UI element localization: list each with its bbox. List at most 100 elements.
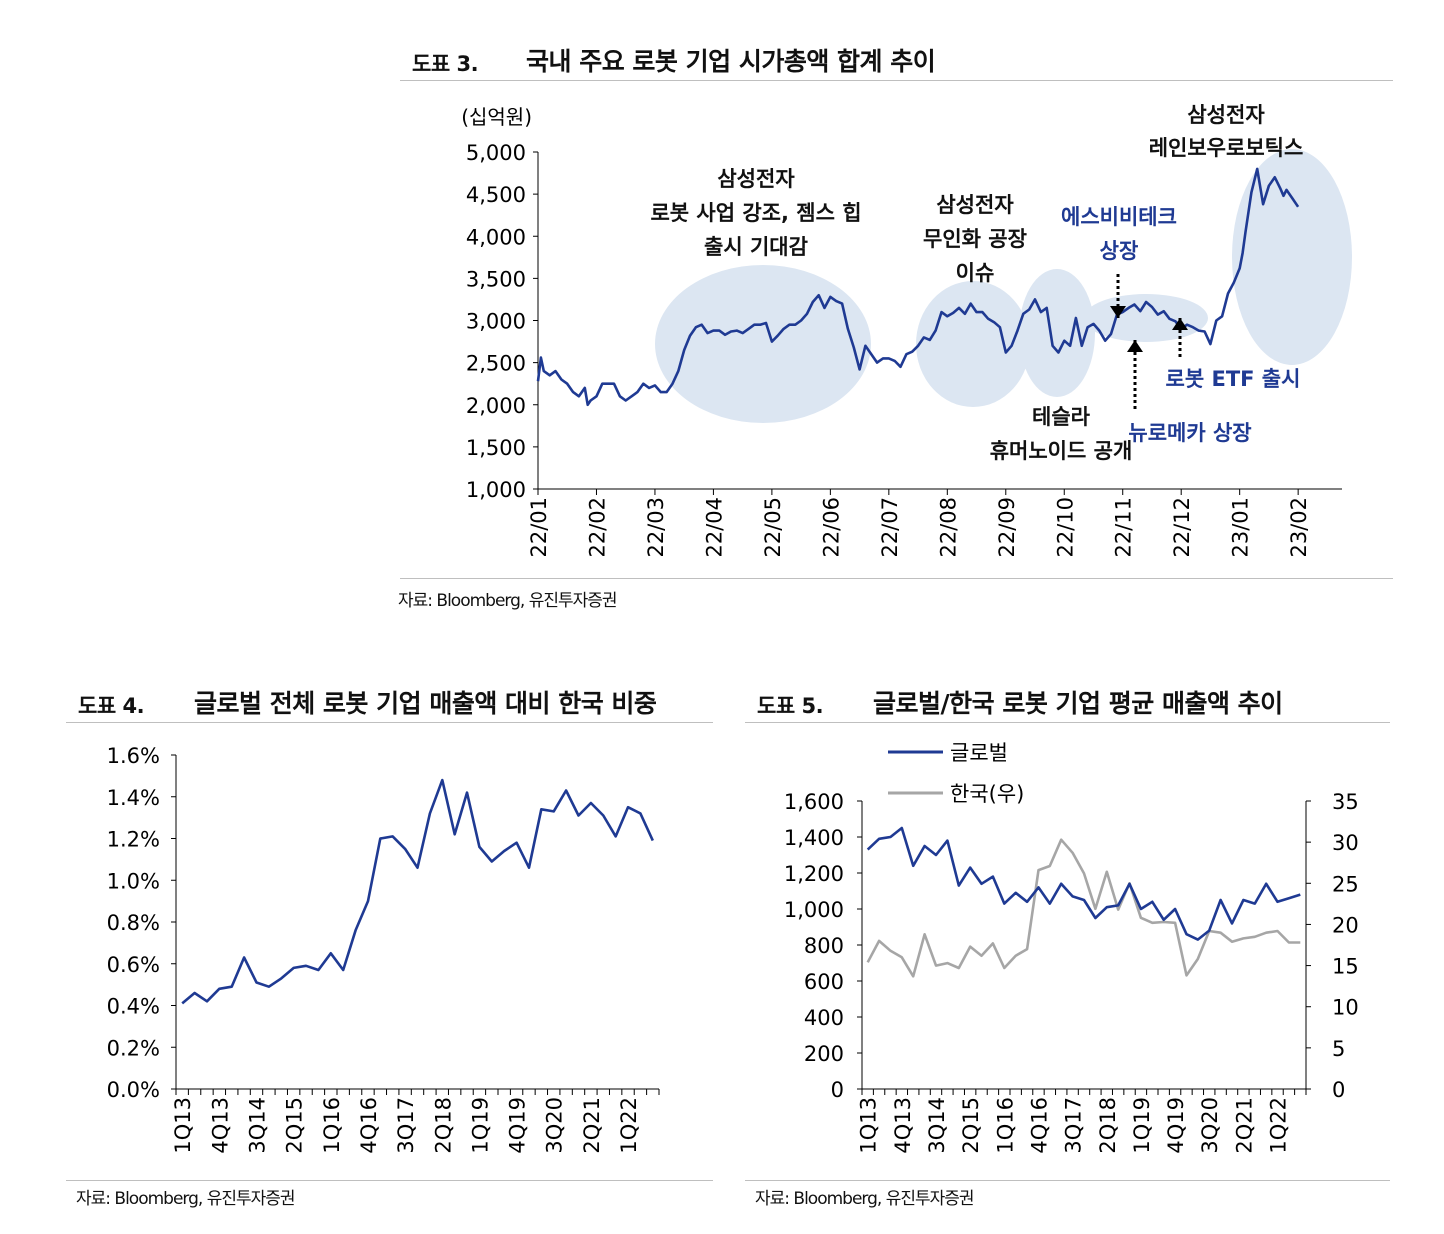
figure5-title: 글로벌/한국 로봇 기업 평균 매출액 추이 bbox=[873, 689, 1283, 718]
x-tick-label: 4Q13 bbox=[208, 1097, 232, 1154]
y-tick-label: 0.6% bbox=[107, 953, 160, 977]
annotation-etf: 로봇 ETF 출시 bbox=[1166, 367, 1301, 391]
arrow-neuro-head bbox=[1127, 340, 1143, 352]
x-tick-label: 1Q19 bbox=[1130, 1097, 1154, 1154]
figure5-bottom-rule bbox=[745, 1180, 1390, 1181]
x-tick-label: 1Q19 bbox=[468, 1097, 492, 1154]
x-tick-label: 2Q21 bbox=[1232, 1097, 1256, 1154]
figure3-header: 도표 3. 국내 주요 로봇 기업 시가총액 합계 추이 bbox=[400, 47, 1393, 81]
y-left-tick-label: 600 bbox=[804, 970, 844, 994]
x-tick-label: 22/01 bbox=[527, 497, 551, 558]
x-tick-label: 2Q18 bbox=[1096, 1097, 1120, 1154]
x-tick-label: 1Q22 bbox=[617, 1097, 641, 1154]
arrow-sbb-head bbox=[1110, 306, 1126, 318]
figure3-bottom-rule bbox=[400, 578, 1393, 579]
figure4-header: 도표 4. 글로벌 전체 로봇 기업 매출액 대비 한국 비중 bbox=[66, 689, 713, 723]
korea-share-series-line bbox=[181, 778, 654, 1005]
y-left-tick-label: 200 bbox=[804, 1042, 844, 1066]
y-right-tick-label: 20 bbox=[1332, 913, 1359, 937]
x-tick-label: 22/12 bbox=[1170, 497, 1194, 558]
x-tick-label: 3Q20 bbox=[543, 1097, 567, 1154]
figure5-chart: 0 200 400 600 800 1,000 1,200 1,400 1,600 0 5 10 15 2… bbox=[784, 741, 1359, 1154]
y-left-tick-label: 1,000 bbox=[784, 898, 844, 922]
x-tick-label: 1Q16 bbox=[993, 1097, 1017, 1154]
annotation-unmanned: 이슈 bbox=[956, 261, 995, 285]
x-tick-label: 1Q13 bbox=[857, 1097, 881, 1154]
x-tick-label: 2Q21 bbox=[580, 1097, 604, 1154]
y-right-tick-label: 0 bbox=[1332, 1078, 1345, 1102]
highlight-rainbow bbox=[1232, 149, 1352, 365]
x-tick-label: 4Q13 bbox=[891, 1097, 915, 1154]
y-right-tick-label: 5 bbox=[1332, 1037, 1345, 1061]
x-tick-label: 4Q16 bbox=[1027, 1097, 1051, 1154]
y-right-tick-label: 10 bbox=[1332, 996, 1359, 1020]
y-tick-label: 0.4% bbox=[107, 995, 160, 1019]
y-right-tick-label: 35 bbox=[1332, 790, 1359, 814]
x-tick-label: 22/04 bbox=[702, 497, 726, 558]
highlight-unmanned bbox=[916, 281, 1030, 407]
y-tick-label: 4,000 bbox=[466, 225, 526, 249]
annotation-sbb: 상장 bbox=[1100, 239, 1139, 263]
x-tick-label: 4Q19 bbox=[506, 1097, 530, 1154]
figure4-source: 자료: Bloomberg, 유진투자증권 bbox=[76, 1189, 296, 1209]
x-tick-label: 1Q16 bbox=[320, 1097, 344, 1154]
x-tick-label: 3Q20 bbox=[1198, 1097, 1222, 1154]
figure5-number: 도표 5. bbox=[757, 694, 824, 718]
x-tick-label: 22/07 bbox=[878, 497, 902, 558]
x-tick-label: 22/09 bbox=[995, 497, 1019, 558]
x-tick-label: 2Q15 bbox=[283, 1097, 307, 1154]
annotation-rainbow: 삼성전자 bbox=[1187, 103, 1265, 127]
annotation-tesla: 휴머노이드 공개 bbox=[990, 439, 1133, 463]
x-tick-label: 1Q22 bbox=[1267, 1097, 1291, 1154]
x-tick-label: 3Q17 bbox=[1062, 1097, 1086, 1154]
figure5-header: 도표 5. 글로벌/한국 로봇 기업 평균 매출액 추이 bbox=[745, 689, 1390, 723]
x-tick-label: 22/08 bbox=[936, 497, 960, 558]
x-tick-label: 3Q17 bbox=[394, 1097, 418, 1154]
y-tick-label: 0.8% bbox=[107, 911, 160, 935]
highlight-jems bbox=[655, 265, 871, 423]
y-tick-label: 1,000 bbox=[466, 478, 526, 502]
y-tick-label: 0.0% bbox=[107, 1078, 160, 1102]
annotation-rainbow: 레인보우로보틱스 bbox=[1149, 136, 1304, 160]
y-tick-label: 5,000 bbox=[466, 141, 526, 165]
annotation-sbb: 에스비비테크 bbox=[1061, 205, 1177, 229]
figure4-chart: 0.0% 0.2% 0.4% 0.6% 0.8% 1.0% 1.2% 1.4% 1.6% 1Q13… bbox=[107, 744, 660, 1154]
y-tick-label: 1.4% bbox=[107, 786, 160, 810]
series-line-korea bbox=[866, 838, 1301, 978]
series-line-global bbox=[866, 826, 1301, 941]
x-tick-label: 4Q19 bbox=[1164, 1097, 1188, 1154]
x-tick-label: 2Q18 bbox=[431, 1097, 455, 1154]
figure4-bottom-rule bbox=[66, 1180, 713, 1181]
figure5-source: 자료: Bloomberg, 유진투자증권 bbox=[755, 1189, 975, 1209]
y-tick-label: 1.2% bbox=[107, 828, 160, 852]
y-left-tick-label: 1,200 bbox=[784, 862, 844, 886]
legend-label-korea: 한국(우) bbox=[950, 782, 1024, 806]
y-tick-label: 2,500 bbox=[466, 352, 526, 376]
y-tick-label: 0.2% bbox=[107, 1036, 160, 1060]
figure3-title: 국내 주요 로봇 기업 시가총액 합계 추이 bbox=[526, 47, 936, 76]
x-tick-label: 3Q14 bbox=[246, 1097, 270, 1154]
unit-label: (십억원) bbox=[461, 105, 532, 129]
y-left-tick-label: 0 bbox=[831, 1078, 844, 1102]
y-left-tick-label: 400 bbox=[804, 1006, 844, 1030]
figure4-number: 도표 4. bbox=[78, 694, 145, 718]
x-tick-label: 22/03 bbox=[644, 497, 668, 558]
x-tick-label: 22/02 bbox=[585, 497, 609, 558]
arrow-etf-head bbox=[1172, 318, 1188, 330]
x-tick-label: 22/06 bbox=[819, 497, 843, 558]
annotation-jems: 로봇 사업 강조, 젬스 힙 bbox=[650, 201, 861, 225]
annotation-jems: 삼성전자 bbox=[717, 167, 795, 191]
x-tick-label: 1Q13 bbox=[171, 1097, 195, 1154]
x-tick-label: 2Q15 bbox=[959, 1097, 983, 1154]
y-left-tick-label: 1,400 bbox=[784, 826, 844, 850]
annotation-unmanned: 삼성전자 bbox=[936, 193, 1014, 217]
y-right-tick-label: 30 bbox=[1332, 831, 1359, 855]
x-tick-label: 3Q14 bbox=[925, 1097, 949, 1154]
x-tick-label: 23/02 bbox=[1287, 497, 1311, 558]
annotation-tesla: 테슬라 bbox=[1032, 405, 1091, 429]
x-tick-label: 4Q16 bbox=[357, 1097, 381, 1154]
figure3-chart: 1,000 1,500 2,000 2,500 3,000 3,500 4,000 4,500… bbox=[461, 103, 1352, 558]
y-tick-label: 3,000 bbox=[466, 310, 526, 334]
highlight-tesla bbox=[1019, 269, 1095, 397]
annotation-neuro: 뉴로메카 상장 bbox=[1128, 421, 1251, 445]
